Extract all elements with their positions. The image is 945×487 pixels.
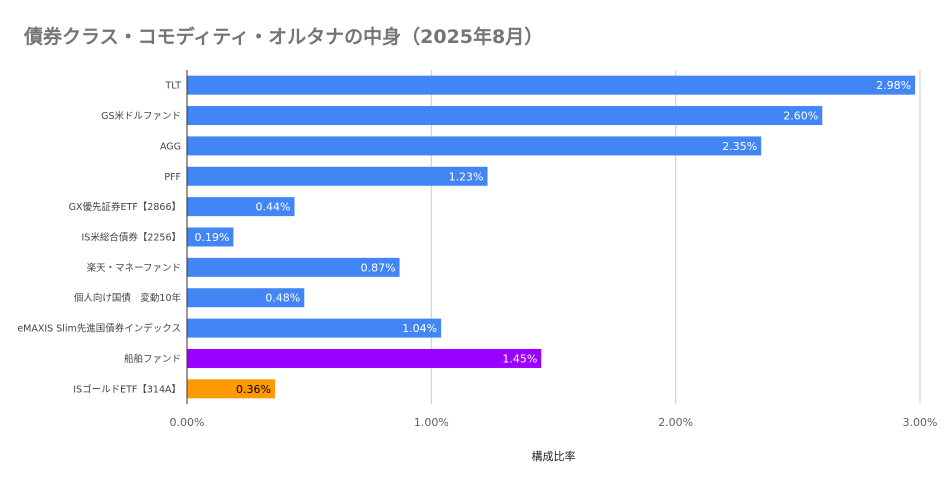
bar bbox=[187, 348, 542, 368]
bar bbox=[187, 166, 488, 186]
data-label: 1.04% bbox=[402, 322, 437, 335]
data-label: 2.35% bbox=[722, 140, 757, 153]
data-label: 1.23% bbox=[449, 170, 484, 183]
bar bbox=[187, 136, 762, 156]
category-label: IS米総合債券【2256】 bbox=[81, 232, 181, 244]
category-label: TLT bbox=[164, 81, 181, 92]
category-label: 個人向け国債 変動10年 bbox=[74, 292, 182, 304]
bar bbox=[187, 288, 305, 308]
x-tick-label: 2.00% bbox=[658, 416, 693, 429]
bar bbox=[187, 318, 442, 338]
bar bbox=[187, 75, 916, 95]
category-label: eMAXIS Slim先進国債券インデックス bbox=[17, 323, 181, 335]
data-label: 0.36% bbox=[236, 383, 271, 396]
category-label: ISゴールドETF【314A】 bbox=[73, 383, 181, 395]
x-tick-label: 0.00% bbox=[170, 416, 205, 429]
bar bbox=[187, 379, 275, 399]
data-label: 0.48% bbox=[265, 292, 300, 305]
category-label: 船舶ファンド bbox=[124, 353, 181, 365]
data-label: 0.87% bbox=[361, 261, 396, 274]
category-label: GS米ドルファンド bbox=[101, 110, 181, 122]
chart-title: 債券クラス・コモディティ・オルタナの中身（2025年8月） bbox=[24, 26, 544, 48]
category-label: AGG bbox=[160, 141, 181, 152]
bar bbox=[187, 227, 234, 247]
x-tick-label: 1.00% bbox=[414, 416, 449, 429]
x-tick-label: 3.00% bbox=[903, 416, 938, 429]
category-label: PFF bbox=[164, 172, 181, 183]
category-label: GX優先証券ETF【2866】 bbox=[69, 201, 181, 213]
category-label: 楽天・マネーファンド bbox=[87, 262, 181, 274]
bar bbox=[187, 106, 823, 126]
data-label: 0.44% bbox=[256, 201, 291, 214]
bar bbox=[187, 257, 400, 277]
data-label: 2.60% bbox=[783, 110, 818, 123]
data-label: 1.45% bbox=[502, 352, 537, 365]
x-axis-title: 構成比率 bbox=[532, 449, 576, 463]
bar bbox=[187, 197, 295, 217]
data-label: 2.98% bbox=[876, 79, 911, 92]
data-label: 0.19% bbox=[194, 231, 229, 244]
